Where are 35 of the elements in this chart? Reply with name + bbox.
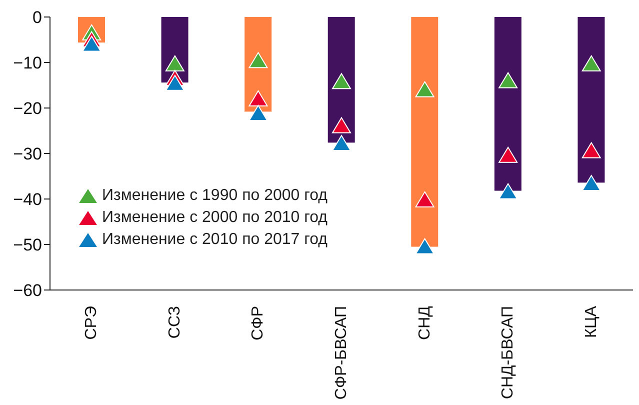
- legend-label: Изменение с 2000 по 2010 год: [102, 208, 328, 228]
- point: [415, 191, 434, 208]
- y-tick-label: 0: [32, 8, 42, 28]
- point: [248, 104, 268, 121]
- y-tick-label: −20: [13, 99, 42, 118]
- point: [165, 74, 184, 91]
- point: [582, 175, 601, 192]
- point: [415, 81, 434, 98]
- point: [248, 52, 268, 68]
- y-tick-label: −40: [13, 190, 42, 210]
- point: [582, 55, 601, 72]
- y-tick-label: −30: [13, 144, 42, 164]
- point: [498, 72, 518, 88]
- point: [582, 142, 601, 158]
- point: [498, 183, 518, 200]
- y-tick-label: −10: [13, 54, 42, 73]
- x-tick-label: СФР-БВСАП: [333, 306, 350, 400]
- point: [332, 134, 351, 151]
- point: [165, 55, 184, 72]
- point: [332, 73, 351, 90]
- legend-label: Изменение с 1990 по 2000 год: [102, 186, 328, 206]
- x-tick-label: СРЭ: [83, 306, 100, 340]
- x-tick-label: ССЗ: [166, 306, 184, 339]
- y-tick-label: −50: [13, 236, 42, 255]
- y-tick-label: −60: [13, 281, 42, 300]
- point: [248, 90, 268, 106]
- x-tick-label: СФР: [250, 306, 267, 340]
- legend-label: Изменение с 2010 по 2017 год: [102, 230, 328, 250]
- point: [82, 36, 102, 52]
- x-tick-label: СНД-БВСАП: [500, 306, 517, 400]
- point: [498, 146, 518, 163]
- point: [332, 117, 351, 134]
- x-tick-label: СНД: [416, 306, 434, 340]
- x-tick-label: КЦА: [582, 306, 600, 338]
- point: [415, 238, 434, 254]
